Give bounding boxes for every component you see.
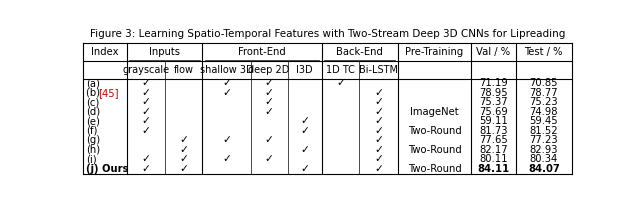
Text: ImageNet: ImageNet — [410, 107, 459, 117]
Text: Figure 3: Learning Spatio-Temporal Features with Two-Stream Deep 3D CNNs for Lip: Figure 3: Learning Spatio-Temporal Featu… — [90, 29, 566, 39]
Text: 59.11: 59.11 — [479, 116, 508, 126]
Text: 77.65: 77.65 — [479, 135, 508, 145]
Text: Two-Round: Two-Round — [408, 126, 461, 136]
Text: ✓: ✓ — [374, 88, 383, 98]
Text: ✓: ✓ — [265, 78, 273, 88]
Text: 1D TC: 1D TC — [326, 65, 355, 75]
Text: 75.37: 75.37 — [479, 97, 508, 107]
Text: ✓: ✓ — [374, 97, 383, 107]
Text: 77.23: 77.23 — [529, 135, 558, 145]
Text: ✓: ✓ — [141, 88, 150, 98]
Text: ✓: ✓ — [300, 116, 309, 126]
Text: [45]: [45] — [99, 88, 119, 98]
Text: ✓: ✓ — [374, 116, 383, 126]
Text: ✓: ✓ — [374, 145, 383, 155]
Text: ✓: ✓ — [141, 126, 150, 136]
Text: Val / %: Val / % — [476, 47, 511, 57]
Text: I3D: I3D — [296, 65, 313, 75]
Text: 74.98: 74.98 — [529, 107, 558, 117]
Text: (c): (c) — [86, 97, 99, 107]
Text: 81.52: 81.52 — [529, 126, 558, 136]
Text: ✓: ✓ — [265, 135, 273, 145]
Text: 80.11: 80.11 — [479, 154, 508, 164]
Text: 75.23: 75.23 — [529, 97, 558, 107]
Text: ✓: ✓ — [300, 145, 309, 155]
Text: Two-Round: Two-Round — [408, 145, 461, 155]
Text: ✓: ✓ — [374, 164, 383, 174]
Text: 78.95: 78.95 — [479, 88, 508, 98]
Text: Two-Round: Two-Round — [408, 164, 461, 174]
Text: 78.77: 78.77 — [529, 88, 558, 98]
Text: ✓: ✓ — [141, 116, 150, 126]
Text: ✓: ✓ — [141, 154, 150, 164]
Text: ✓: ✓ — [265, 88, 273, 98]
Text: 84.07: 84.07 — [528, 164, 560, 174]
Text: ✓: ✓ — [222, 154, 231, 164]
Text: (g): (g) — [86, 135, 100, 145]
Text: ✓: ✓ — [374, 154, 383, 164]
Text: Back-End: Back-End — [337, 47, 383, 57]
Text: ✓: ✓ — [222, 78, 231, 88]
Text: ✓: ✓ — [141, 97, 150, 107]
Text: (j) Ours: (j) Ours — [86, 164, 129, 174]
Text: ✓: ✓ — [300, 126, 309, 136]
Text: ✓: ✓ — [374, 126, 383, 136]
Text: ✓: ✓ — [141, 164, 150, 174]
Text: ✓: ✓ — [265, 154, 273, 164]
Text: Test / %: Test / % — [525, 47, 563, 57]
Text: ✓: ✓ — [374, 135, 383, 145]
Text: 82.17: 82.17 — [479, 145, 508, 155]
Text: ✓: ✓ — [179, 135, 188, 145]
Text: 71.19: 71.19 — [479, 78, 508, 88]
Text: flow: flow — [174, 65, 194, 75]
Text: ✓: ✓ — [265, 107, 273, 117]
Text: shallow 3D: shallow 3D — [200, 65, 253, 75]
Text: 81.73: 81.73 — [479, 126, 508, 136]
Text: (b): (b) — [86, 88, 103, 98]
Text: ✓: ✓ — [179, 164, 188, 174]
Text: 84.11: 84.11 — [477, 164, 509, 174]
Text: ✓: ✓ — [374, 107, 383, 117]
Text: ✓: ✓ — [141, 107, 150, 117]
Text: ✓: ✓ — [179, 154, 188, 164]
Text: Pre-Training: Pre-Training — [405, 47, 464, 57]
Text: ✓: ✓ — [222, 135, 231, 145]
Text: grayscale: grayscale — [122, 65, 170, 75]
Text: 70.85: 70.85 — [529, 78, 558, 88]
Text: deep 2D: deep 2D — [248, 65, 290, 75]
Text: 82.93: 82.93 — [529, 145, 558, 155]
Text: Bi-LSTM: Bi-LSTM — [359, 65, 398, 75]
Text: (d): (d) — [86, 107, 100, 117]
Text: Index: Index — [91, 47, 118, 57]
Text: ✓: ✓ — [336, 78, 345, 88]
Text: ✓: ✓ — [300, 164, 309, 174]
Text: ✓: ✓ — [265, 97, 273, 107]
Text: (i): (i) — [86, 154, 97, 164]
Text: 59.45: 59.45 — [529, 116, 558, 126]
Text: (a): (a) — [86, 78, 100, 88]
Text: Inputs: Inputs — [149, 47, 180, 57]
Text: (h): (h) — [86, 145, 100, 155]
Text: 80.34: 80.34 — [530, 154, 558, 164]
Text: (f): (f) — [86, 126, 97, 136]
Text: ✓: ✓ — [222, 88, 231, 98]
Text: ✓: ✓ — [141, 78, 150, 88]
Text: (e): (e) — [86, 116, 100, 126]
Text: 75.69: 75.69 — [479, 107, 508, 117]
Text: ✓: ✓ — [179, 145, 188, 155]
Text: Front-End: Front-End — [238, 47, 286, 57]
